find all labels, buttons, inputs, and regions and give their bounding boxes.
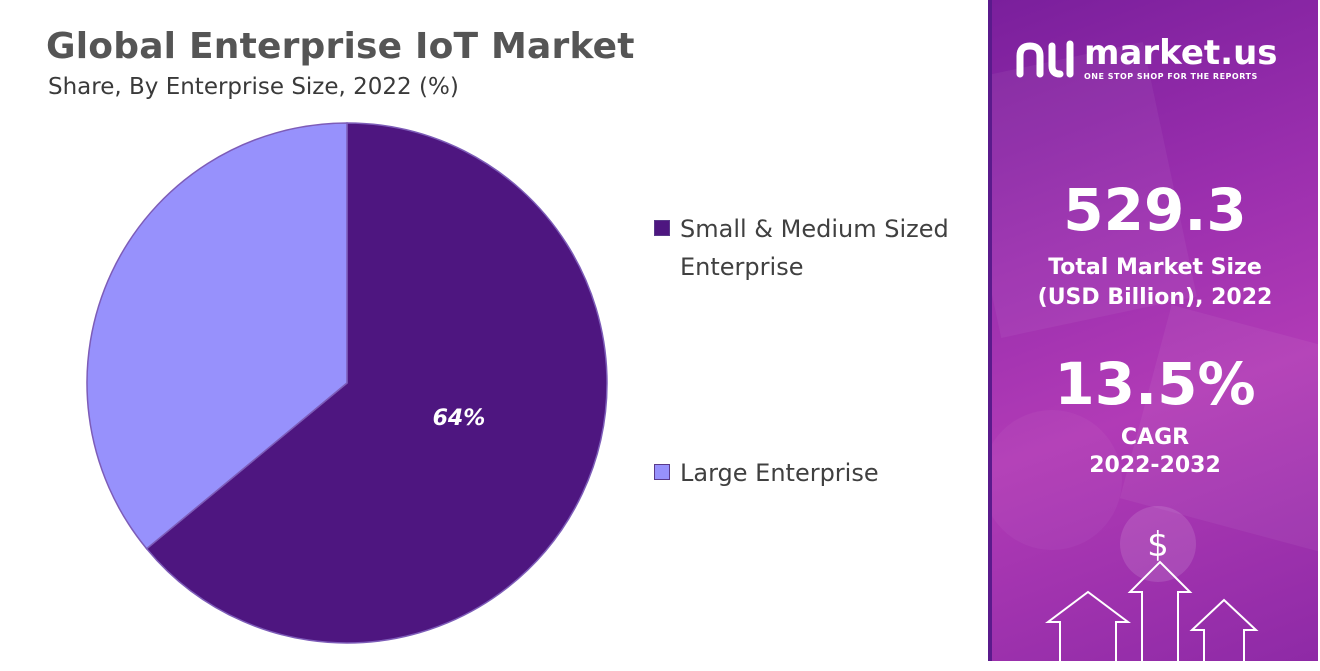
pie-slice-1 xyxy=(86,122,348,550)
brand-name: market.us xyxy=(1084,33,1278,73)
cagr-label: CAGR xyxy=(1120,425,1190,450)
dollar-icon: $ xyxy=(1147,525,1169,565)
growth-decoration: $ xyxy=(1045,506,1259,661)
dollar-coin-icon xyxy=(1120,506,1196,582)
pie-slice-0 xyxy=(145,122,608,644)
background-decoration xyxy=(992,42,1318,556)
legend-item-large: Large Enterprise xyxy=(654,454,970,492)
market-size-value: 529.3 xyxy=(1063,176,1247,244)
legend-label-large: Large Enterprise xyxy=(680,459,879,487)
legend-swatch-large xyxy=(654,464,670,480)
legend-item-sme: Small & Medium Sized Enterprise xyxy=(654,210,970,286)
data-label-0: 64% xyxy=(433,406,486,431)
market-size-label-line2: (USD Billion), 2022 xyxy=(1037,285,1273,310)
chart-title: Global Enterprise IoT Market xyxy=(46,26,635,67)
chart-panel: Global Enterprise IoT Market Share, By E… xyxy=(46,26,970,644)
pie-chart: 64% xyxy=(86,122,608,644)
market-size-label-line1: Total Market Size xyxy=(1048,255,1262,280)
brand: market.us ONE STOP SHOP FOR THE REPORTS xyxy=(1014,36,1278,81)
legend-swatch-sme xyxy=(654,220,670,236)
brand-tagline: ONE STOP SHOP FOR THE REPORTS xyxy=(1084,72,1258,81)
chart-subtitle: Share, By Enterprise Size, 2022 (%) xyxy=(48,74,459,100)
legend-label-sme: Small & Medium Sized Enterprise xyxy=(680,215,949,281)
up-arrow-icon xyxy=(1045,560,1259,661)
cagr-value: 13.5% xyxy=(1054,350,1256,418)
summary-panel: market.us ONE STOP SHOP FOR THE REPORTS … xyxy=(988,0,1318,661)
market-us-logo-icon xyxy=(1016,40,1074,77)
cagr-period: 2022-2032 xyxy=(1089,453,1221,478)
